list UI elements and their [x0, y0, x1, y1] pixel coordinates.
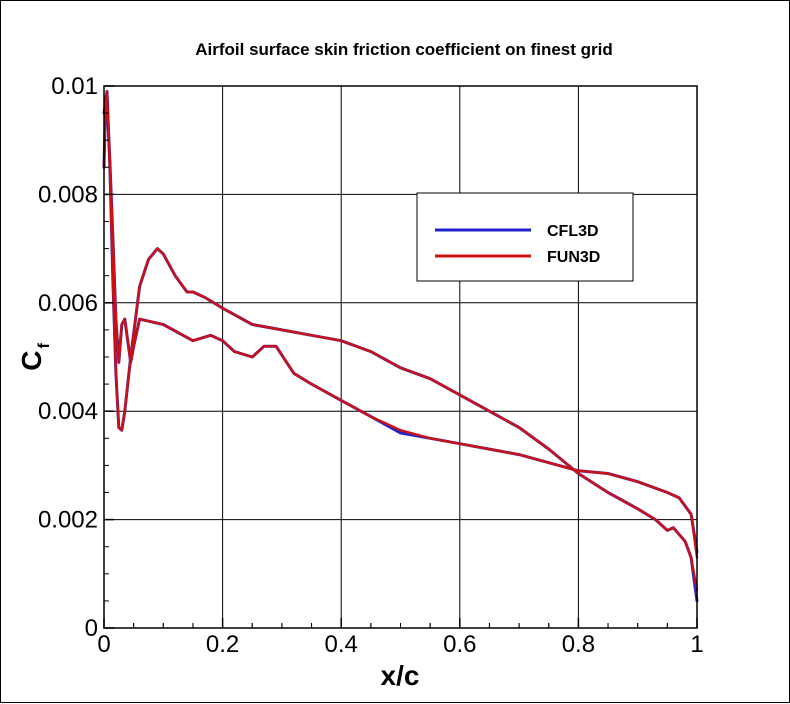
- y-tick-label: 0: [85, 615, 98, 642]
- x-tick-label: 0.6: [443, 631, 476, 658]
- grid-layer: [104, 86, 697, 628]
- x-tick-label: 0.4: [325, 631, 358, 658]
- series-layer: [102, 89, 699, 603]
- x-tick-label: 0.2: [206, 631, 239, 658]
- svg-text:Cf: Cf: [16, 343, 53, 371]
- y-tick-label: 0.002: [38, 507, 98, 534]
- legend: CFL3D FUN3D: [416, 192, 634, 282]
- plot-border: [103, 85, 698, 629]
- y-axis-label-sub: f: [36, 343, 53, 349]
- series-line-cfl3d-2: [102, 89, 699, 603]
- legend-label-fun3d: FUN3D: [547, 249, 600, 266]
- series-line-fun3d-1: [102, 95, 699, 559]
- y-tick-label: 0.006: [38, 290, 98, 317]
- tick-layer: 0 0.2 0.4 0.6 0.8 1 0 0.002 0.004 0.006 0.008 0.01: [38, 73, 704, 658]
- y-tick-label: 0.008: [38, 181, 98, 208]
- x-tick-label: 0: [97, 631, 110, 658]
- series-line-fun3d-2: [102, 90, 699, 592]
- y-axis-label: Cf: [16, 343, 53, 371]
- series-line-cfl3d-1: [102, 95, 699, 554]
- legend-box: [416, 192, 634, 282]
- y-tick-label: 0.004: [38, 398, 98, 425]
- y-axis-label-main: C: [16, 351, 47, 371]
- x-axis-label: x/c: [381, 660, 420, 691]
- legend-label-cfl3d: CFL3D: [547, 223, 599, 240]
- chart-title: Airfoil surface skin friction coefficien…: [195, 40, 613, 59]
- x-tick-label: 1: [690, 631, 703, 658]
- y-tick-label: 0.01: [51, 73, 98, 100]
- x-tick-label: 0.8: [562, 631, 595, 658]
